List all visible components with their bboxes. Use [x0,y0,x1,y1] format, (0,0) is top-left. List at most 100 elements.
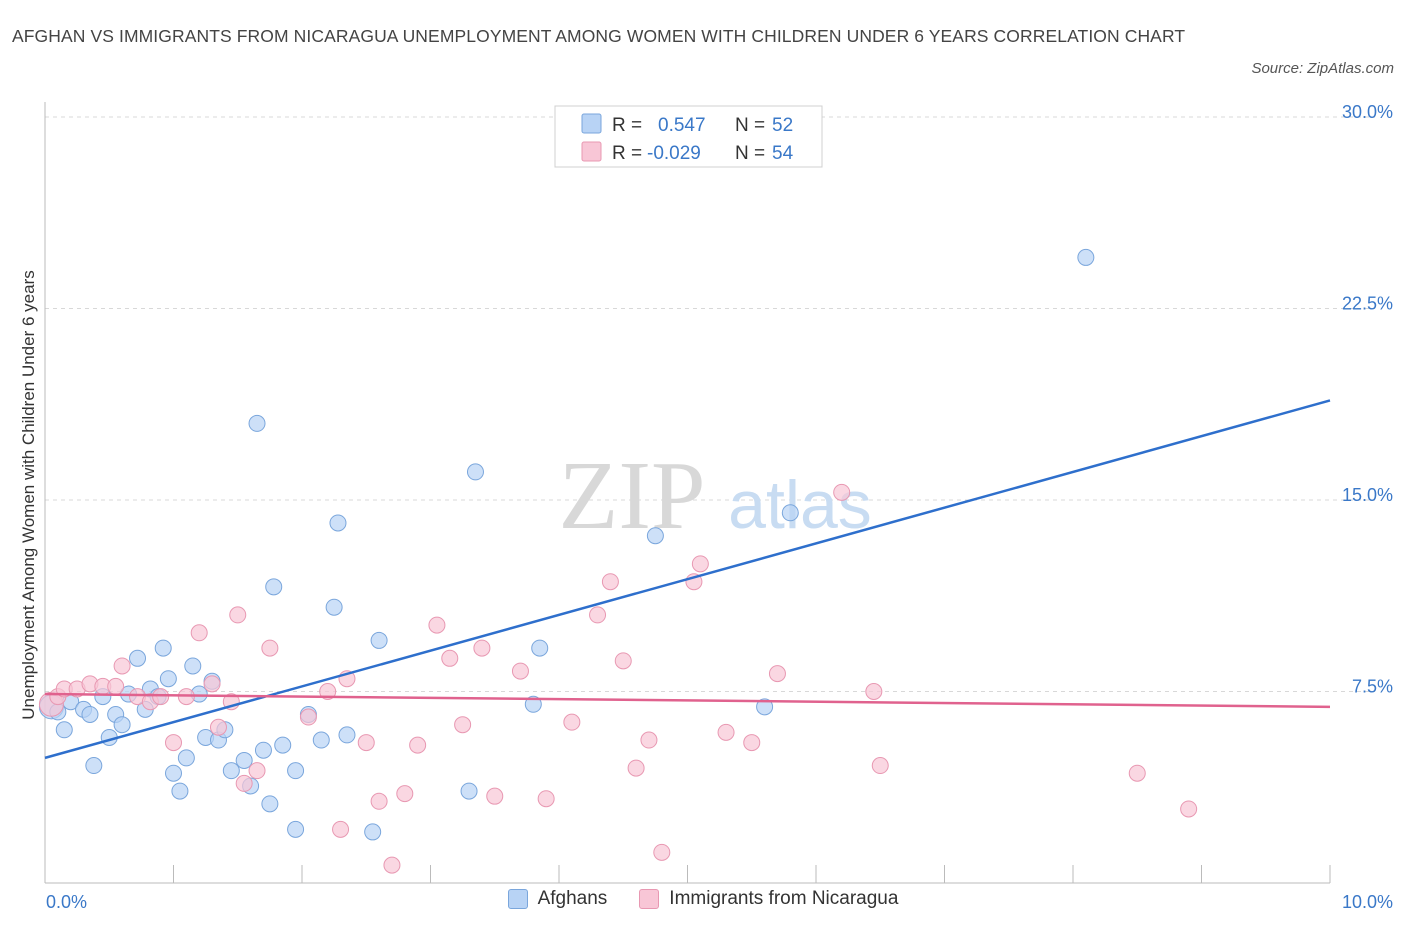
afghans-point [287,762,305,780]
legend-afghans-r-value: 0.547 [658,115,706,136]
afghans-point [85,757,103,775]
legend-swatch-nicaragua-bottom [639,889,660,909]
afghans-point [646,527,664,545]
afghans-point [287,820,305,838]
afghans-point [466,463,484,481]
afghans-point [329,514,347,532]
series-legend: Afghans Immigrants from Nicaragua [0,888,1406,910]
afghans-point [177,749,195,767]
y-tick-label: 30.0% [1342,102,1393,122]
x-tick-label-min: 0.0% [46,892,87,912]
nicaragua-point [1180,800,1198,818]
afghans-point [184,657,202,675]
nicaragua-point [209,718,227,736]
nicaragua-point [691,555,709,573]
afghans-point [55,721,73,739]
nicaragua-point [537,790,555,808]
nicaragua-point [113,657,131,675]
correlation-legend: R = 0.547 N = 52 R = -0.029 N = 54 [554,105,823,168]
afghans-point [325,598,343,616]
nicaragua-point [614,652,632,670]
afghans-point [248,414,266,432]
data-points [38,248,1198,874]
afghans-point [312,731,330,749]
y-tick-label: 7.5% [1352,677,1393,697]
nicaragua-point [1128,764,1146,782]
afghans-point [338,726,356,744]
nicaragua-point [589,606,607,624]
afghans-trend-line [44,399,1331,760]
nicaragua-point [370,792,388,810]
legend-nicaragua-n-value: 54 [772,143,794,164]
nicaragua-point [833,483,851,501]
chart-source: Source: ZipAtlas.com [1251,60,1394,77]
afghans-point [171,782,189,800]
afghans-point [265,578,283,596]
afghans-point [531,639,549,657]
afghans-point [254,741,272,759]
afghans-point [154,639,172,657]
nicaragua-point [203,675,221,693]
tick-labels: 7.5% 15.0% 22.5% 30.0% 0.0% 10.0% [46,102,1393,912]
legend-swatch-afghans-bottom [507,889,528,909]
legend-label-afghans: Afghans [537,888,608,909]
nicaragua-point [190,624,208,642]
nicaragua-point [248,762,266,780]
nicaragua-point [743,734,761,752]
nicaragua-point [717,723,735,741]
watermark: ZIP atlas [559,442,872,550]
legend-item-nicaragua: Immigrants from Nicaragua [639,888,898,910]
y-tick-label: 22.5% [1342,294,1393,314]
afghans-point [129,649,147,667]
nicaragua-point [229,606,247,624]
afghans-point [81,705,99,723]
nicaragua-point [454,716,472,734]
nicaragua-point [563,713,581,731]
nicaragua-point [473,639,491,657]
grid-lines [45,116,1375,692]
nicaragua-point [396,785,414,803]
watermark-atlas: atlas [728,467,872,543]
nicaragua-point [357,734,375,752]
afghans-point [159,670,177,688]
afghans-point [1077,248,1095,266]
nicaragua-point [299,708,317,726]
nicaragua-point [383,856,401,874]
nicaragua-point [107,677,125,695]
y-axis-label: Unemployment Among Women with Children U… [19,270,38,719]
trend-lines [44,399,1331,760]
nicaragua-point [165,734,182,752]
legend-afghans-n-value: 52 [772,115,793,136]
nicaragua-point [601,573,619,591]
nicaragua-point [486,787,504,805]
nicaragua-point [653,843,671,861]
nicaragua-point [865,683,883,700]
afghans-point [235,751,253,769]
afghans-point [781,504,799,522]
watermark-zip: ZIP [559,442,706,550]
legend-swatch-nicaragua [581,141,602,162]
nicaragua-trend-line [44,692,1331,709]
afghans-point [756,698,774,716]
legend-nicaragua-r-value: -0.029 [647,143,701,164]
axes [44,102,1331,884]
legend-swatch-afghans [581,113,602,134]
nicaragua-point [871,757,889,775]
afghans-point [222,762,240,780]
nicaragua-point [152,688,170,706]
y-tick-label: 15.0% [1342,485,1393,505]
afghans-point [370,631,388,649]
nicaragua-point [261,639,279,657]
legend-nicaragua-n-label: N = [735,143,765,164]
legend-label-nicaragua: Immigrants from Nicaragua [669,888,899,909]
afghans-point [165,764,182,782]
nicaragua-point [332,820,350,838]
afghans-point [460,782,478,800]
nicaragua-point [768,665,786,683]
nicaragua-point [627,759,645,777]
afghans-point [261,795,279,813]
afghans-point [113,716,131,734]
nicaragua-point [319,683,337,700]
nicaragua-point [441,649,459,667]
